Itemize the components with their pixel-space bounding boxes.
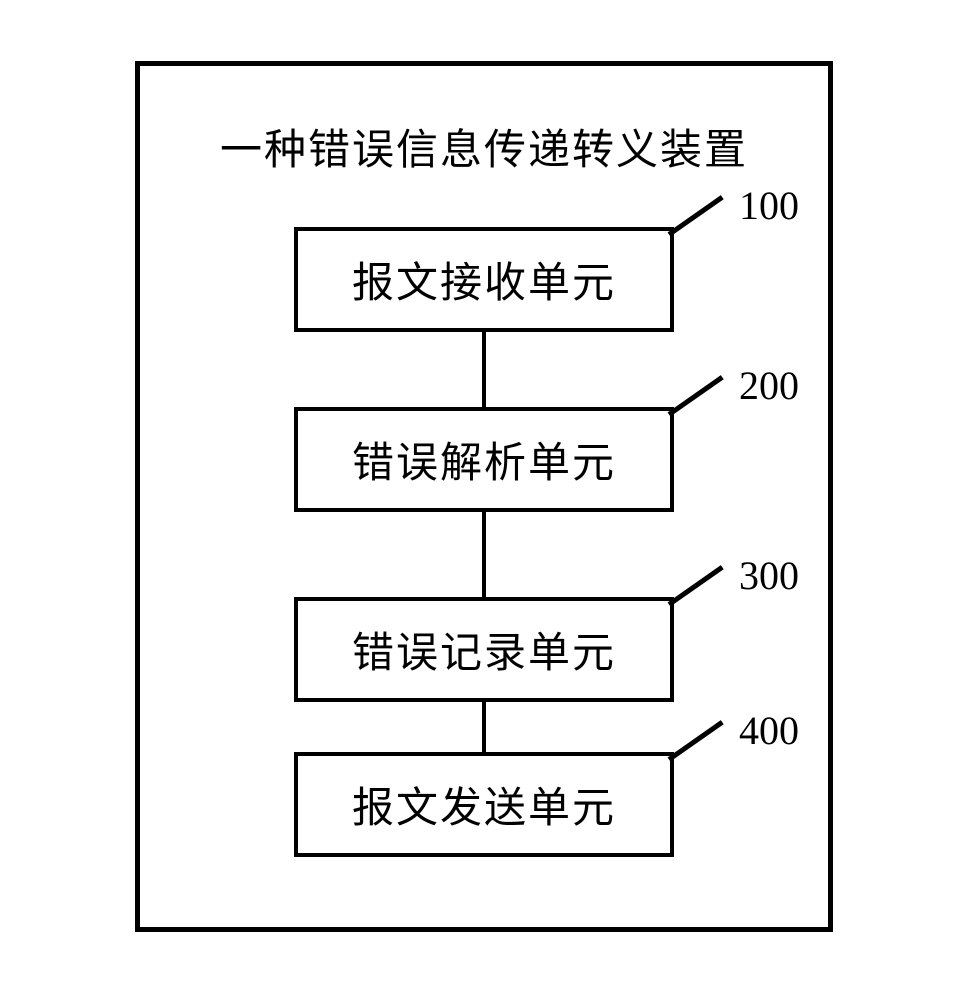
ref-tick (674, 577, 734, 627)
node-ref-label: 100 (739, 182, 799, 229)
flow-connector (482, 702, 486, 752)
flow-node: 错误记录单元 300 (294, 597, 674, 702)
node-ref-group: 400 (674, 732, 799, 782)
node-ref-label: 200 (739, 362, 799, 409)
flowchart-body: 报文接收单元 100 错误解析单元 200 错误记录单元 300 报文发送单 (294, 227, 674, 857)
flow-connector (482, 512, 486, 597)
node-box: 错误记录单元 (294, 597, 674, 702)
node-box: 错误解析单元 (294, 407, 674, 512)
diagram-title: 一种错误信息传递转义装置 (220, 116, 748, 177)
ref-tick (674, 207, 734, 257)
node-ref-label: 300 (739, 552, 799, 599)
node-ref-group: 100 (674, 207, 799, 257)
flow-node: 报文发送单元 400 (294, 752, 674, 857)
ref-tick (674, 732, 734, 782)
node-box: 报文接收单元 (294, 227, 674, 332)
ref-tick (674, 387, 734, 437)
node-box: 报文发送单元 (294, 752, 674, 857)
flow-node: 错误解析单元 200 (294, 407, 674, 512)
flow-node: 报文接收单元 100 (294, 227, 674, 332)
node-ref-group: 300 (674, 577, 799, 627)
flow-connector (482, 332, 486, 407)
node-ref-group: 200 (674, 387, 799, 437)
diagram-frame: 一种错误信息传递转义装置 报文接收单元 100 错误解析单元 200 错误记录单… (135, 61, 833, 932)
node-ref-label: 400 (739, 707, 799, 754)
